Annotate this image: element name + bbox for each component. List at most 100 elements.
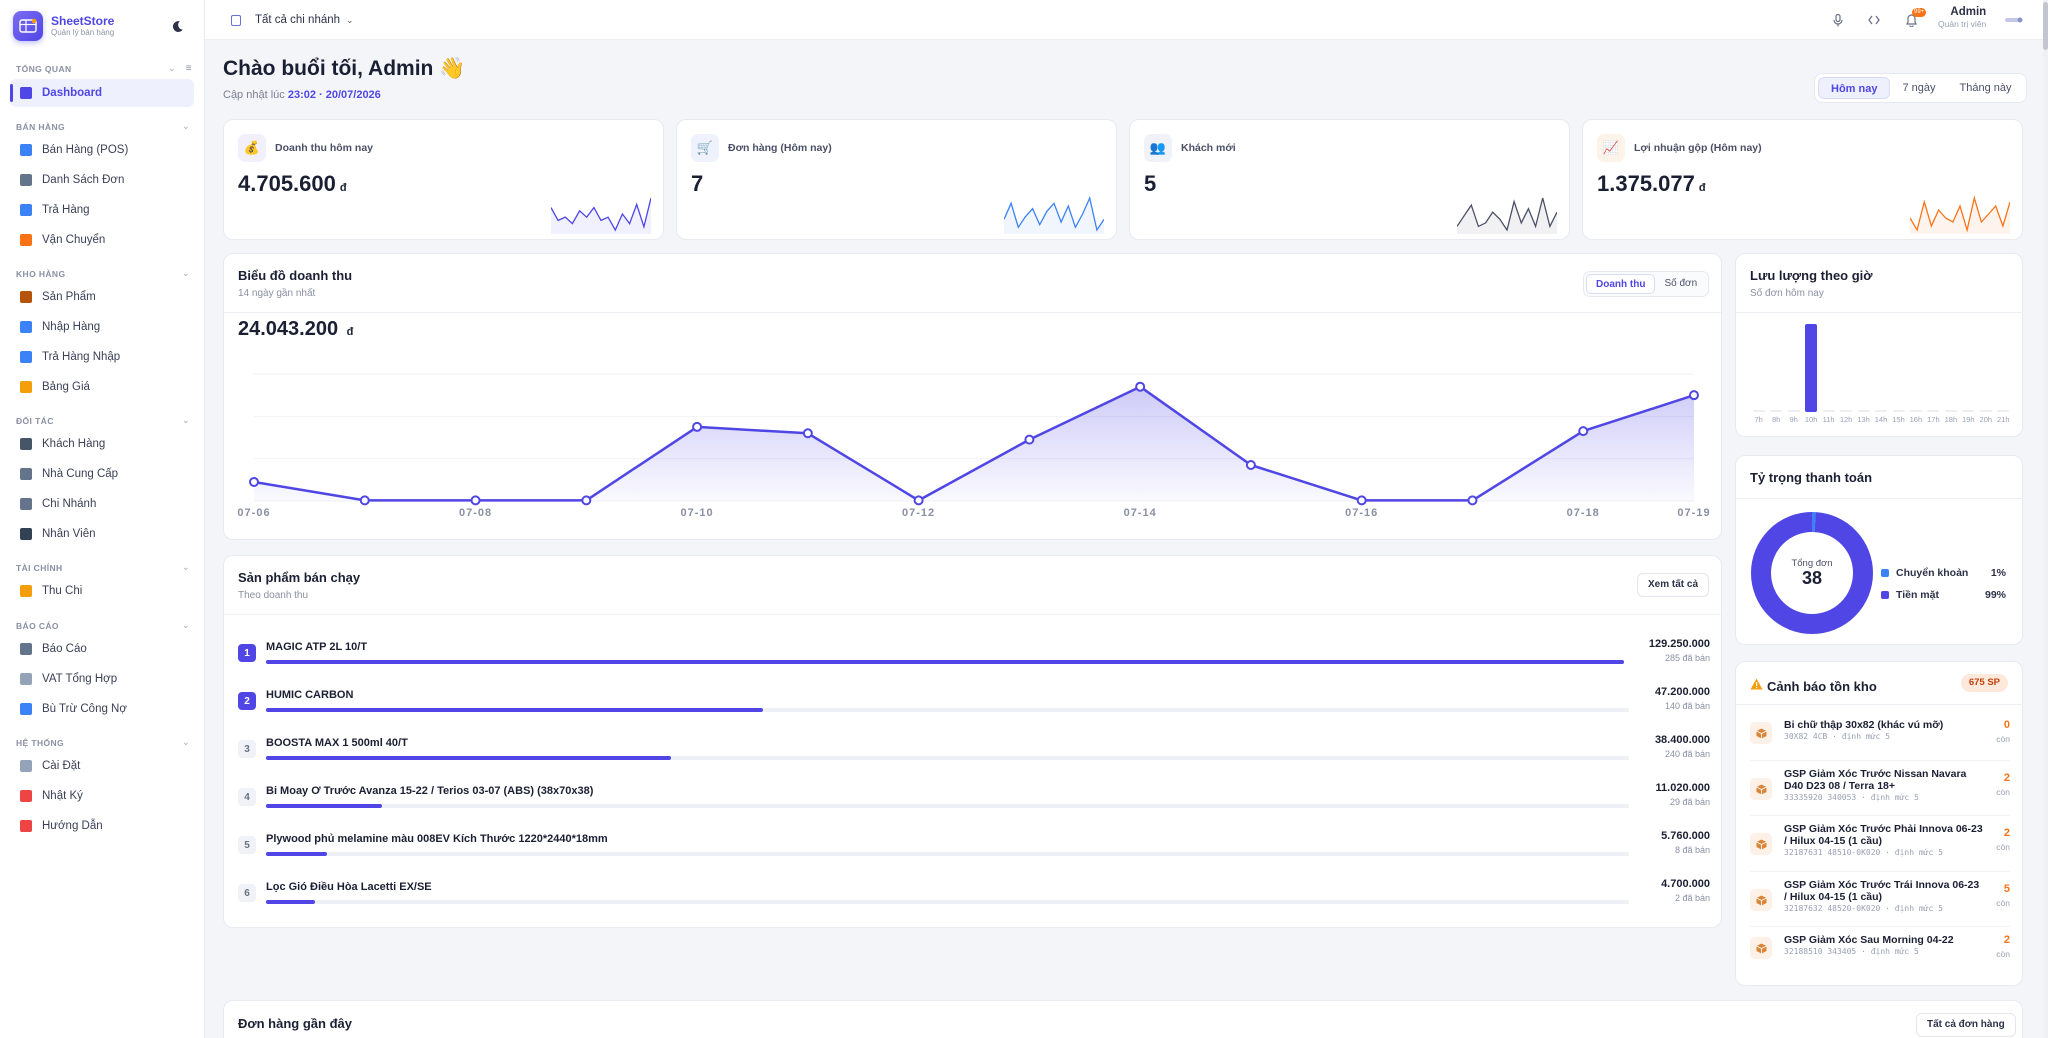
product-bar-track [266,756,1629,760]
sidebar-item-thu-chi[interactable]: Thu Chi [10,577,194,605]
revenue-point-07-13[interactable] [1024,434,1035,445]
sidebar-item-nhap-hang[interactable]: Nhập Hàng [10,313,194,341]
scrollbar-thumb[interactable] [2043,2,2048,50]
product-name: Lọc Gió Điều Hòa Lacetti EX/SE [266,881,432,893]
revenue-point-07-07[interactable] [359,495,370,506]
bell-icon[interactable]: 99+ [1903,8,1927,28]
building-icon [231,14,241,26]
payment-donut-chart[interactable] [1750,511,1874,635]
revenue-point-07-09[interactable] [581,495,592,506]
sidebar-item-huong-dan[interactable]: Hướng Dẫn [10,812,194,840]
sidebar-section-he-thong[interactable]: HỆ THỐNG ⌄ [16,737,190,748]
moon-icon[interactable] [168,17,186,35]
sidebar-item-label: Nhập Hàng [42,321,101,333]
revenue-point-07-15[interactable] [1245,460,1256,471]
kpi-card-khach-moi[interactable]: 👥 Khách mới 5 [1129,119,1570,240]
brand[interactable]: SheetStore Quản lý bán hàng [13,10,114,42]
sidebar-item-san-pham[interactable]: Sản Phẩm [10,283,194,311]
sidebar-item-bu-tru-cong-no[interactable]: Bù Trừ Công Nợ [10,695,194,723]
page-scrollbar[interactable] [2043,0,2048,1038]
view-all-products-button[interactable]: Xem tất cả [1637,573,1710,597]
donut-slice-tien-mat[interactable] [1751,512,1873,634]
product-row[interactable]: 5 Plywood phủ melamine màu 008EV Kích Thư… [238,828,1710,868]
sidebar-item-tra-hang[interactable]: Trả Hàng [10,196,194,224]
sidebar-item-van-chuyen[interactable]: Vận Chuyển [10,226,194,254]
user-info[interactable]: Admin Quản trị viên [1938,6,1986,30]
revenue-point-07-14[interactable] [1135,381,1146,392]
revenue-point-07-12[interactable] [913,495,924,506]
stock-item[interactable]: GSP Giảm Xóc Trước Trái Innova 06-23 / H… [1750,879,2010,927]
sidebar-section-doi-tac[interactable]: ĐỐI TÁC ⌄ [16,415,190,426]
chart-up-icon: 📈 [1597,134,1625,162]
microphone-icon[interactable] [1830,12,1846,28]
sidebar-item-khach-hang[interactable]: Khách Hàng [10,430,194,458]
kpi-card-doanh-thu-hom-nay[interactable]: 💰 Doanh thu hôm nay 4.705.600 đ [223,119,664,240]
payment-share-card: Tỷ trọng thanh toán Tổng đơn 38 Chuyển k… [1735,455,2023,645]
sidebar-item-bang-gia[interactable]: Bảng Giá [10,373,194,401]
kpi-label: Khách mới [1181,142,1236,154]
stock-item-name: Bi chữ thập 30x82 (khác vú mỡ) [1784,719,1944,731]
sidebar-item-danh-sach-don[interactable]: Danh Sách Đơn [10,166,194,194]
product-bar-track [266,900,1629,904]
product-row[interactable]: 6 Lọc Gió Điều Hòa Lacetti EX/SE 4.700.000… [238,876,1710,916]
toggle-revenue[interactable]: Doanh thu [1586,274,1656,294]
revenue-area-chart[interactable]: 07-06 07-08 07-10 07-12 07-14 07-16 07-18 07-19 [224,354,1723,534]
product-row[interactable]: 2 HUMIC CARBON 47.200.000 140 đã bán [238,684,1710,724]
code-icon[interactable] [1866,12,1882,28]
low-stock-card: Cảnh báo tồn kho 675 SP Bi chữ thập 30x8… [1735,661,2023,986]
revenue-point-07-17[interactable] [1467,495,1478,506]
revenue-point-07-19[interactable] [1689,390,1699,401]
sparkline-area [1004,198,1104,234]
sidebar-item-ban-hang-pos[interactable]: Bán Hàng (POS) [10,136,194,164]
revenue-point-07-10[interactable] [692,421,703,432]
stock-item[interactable]: GSP Giảm Xóc Sau Morning 04-22 32188510 3… [1750,934,2010,980]
stock-item[interactable]: GSP Giảm Xóc Trước Phải Innova 06-23 / H… [1750,823,2010,872]
kpi-card-don-hang-hom-nay[interactable]: 🛒 Đơn hàng (Hôm nay) 7 [676,119,1117,240]
sidebar-section-tai-chinh[interactable]: TÀI CHÍNH ⌄ [16,562,190,573]
sidebar-section-kho-hang[interactable]: KHO HÀNG ⌄ [16,268,190,279]
sidebar-item-cai-dat[interactable]: Cài Đặt [10,752,194,780]
toggle-order-count[interactable]: Số đơn [1664,278,1698,289]
sidebar-item-nhan-vien[interactable]: Nhân Viên [10,520,194,548]
revenue-point-07-16[interactable] [1356,495,1367,506]
revenue-point-07-11[interactable] [802,428,813,439]
menu-icon[interactable]: ≡ [185,63,192,74]
hour-label: 11h [1822,415,1835,424]
stock-item[interactable]: GSP Giảm Xóc Trước Nissan Navara D40 D23… [1750,768,2010,816]
revenue-chart-card: Biểu đồ doanh thu 14 ngày gần nhất Doanh… [223,253,1722,540]
hour-bar-10h[interactable] [1805,324,1818,412]
sidebar-item-bao-cao[interactable]: Báo Cáo [10,635,194,663]
kpi-sparkline [1910,195,2010,234]
branch-selector[interactable]: Tất cả chi nhánh ⌄ [231,10,354,30]
sidebar-item-vat-tong-hop[interactable]: VAT Tổng Hợp [10,665,194,693]
view-all-orders-button[interactable]: Tất cả đơn hàng [1916,1013,2016,1037]
tab-7-days[interactable]: 7 ngày [1902,82,1936,94]
divider [224,614,1721,615]
product-row[interactable]: 1 MAGIC ATP 2L 10/T 129.250.000 285 đã bán [238,636,1710,676]
sidebar-section-bao-cao[interactable]: BÁO CÁO ⌄ [16,620,190,631]
money-bag-icon [20,585,32,597]
revenue-point-07-08[interactable] [470,495,481,506]
avatar[interactable] [2005,14,2025,26]
divider [1736,704,2022,705]
product-row[interactable]: 4 Bi Moay Ơ Trước Avanza 15-22 / Terios 0… [238,780,1710,820]
sidebar-section-ban-hang[interactable]: BÁN HÀNG ⌄ [16,121,190,132]
product-row[interactable]: 3 BOOSTA MAX 1 500ml 40/T 38.400.000 240 đã… [238,732,1710,772]
sidebar-item-tra-hang-nhap[interactable]: Trả Hàng Nhập [10,343,194,371]
sidebar-item-chi-nhanh[interactable]: Chi Nhánh [10,490,194,518]
tab-this-month[interactable]: Tháng này [1959,82,2012,94]
hourly-bar-chart[interactable]: 7h 8h 9h 10h 11h 12h 13h 14h 15h 16h 17h 18h 19h 20h 2… [1750,320,2012,430]
product-revenue: 47.200.000 [1654,686,1710,698]
stock-item[interactable]: Bi chữ thập 30x82 (khác vú mỡ) 30X82 4CB … [1750,719,2010,765]
cart-icon: 🛒 [691,134,719,162]
sidebar-section-tong-quan[interactable]: TỔNG QUAN ⌄ ≡ [16,63,192,74]
revenue-point-07-06[interactable] [249,476,259,487]
kpi-card-loi-nhuan-gop-hom-nay[interactable]: 📈 Lợi nhuận gộp (Hôm nay) 1.375.077 đ [1582,119,2023,240]
stock-item-qty: 2 [2003,934,2010,946]
kpi-value-number: 7 [691,171,704,196]
tab-today[interactable]: Hôm nay [1818,77,1891,99]
sidebar-item-nha-cung-cap[interactable]: Nhà Cung Cấp [10,460,194,488]
sidebar-item-dashboard[interactable]: Dashboard [10,79,194,107]
sidebar-item-nhat-ky[interactable]: Nhật Ký [10,782,194,810]
revenue-point-07-18[interactable] [1578,426,1589,437]
